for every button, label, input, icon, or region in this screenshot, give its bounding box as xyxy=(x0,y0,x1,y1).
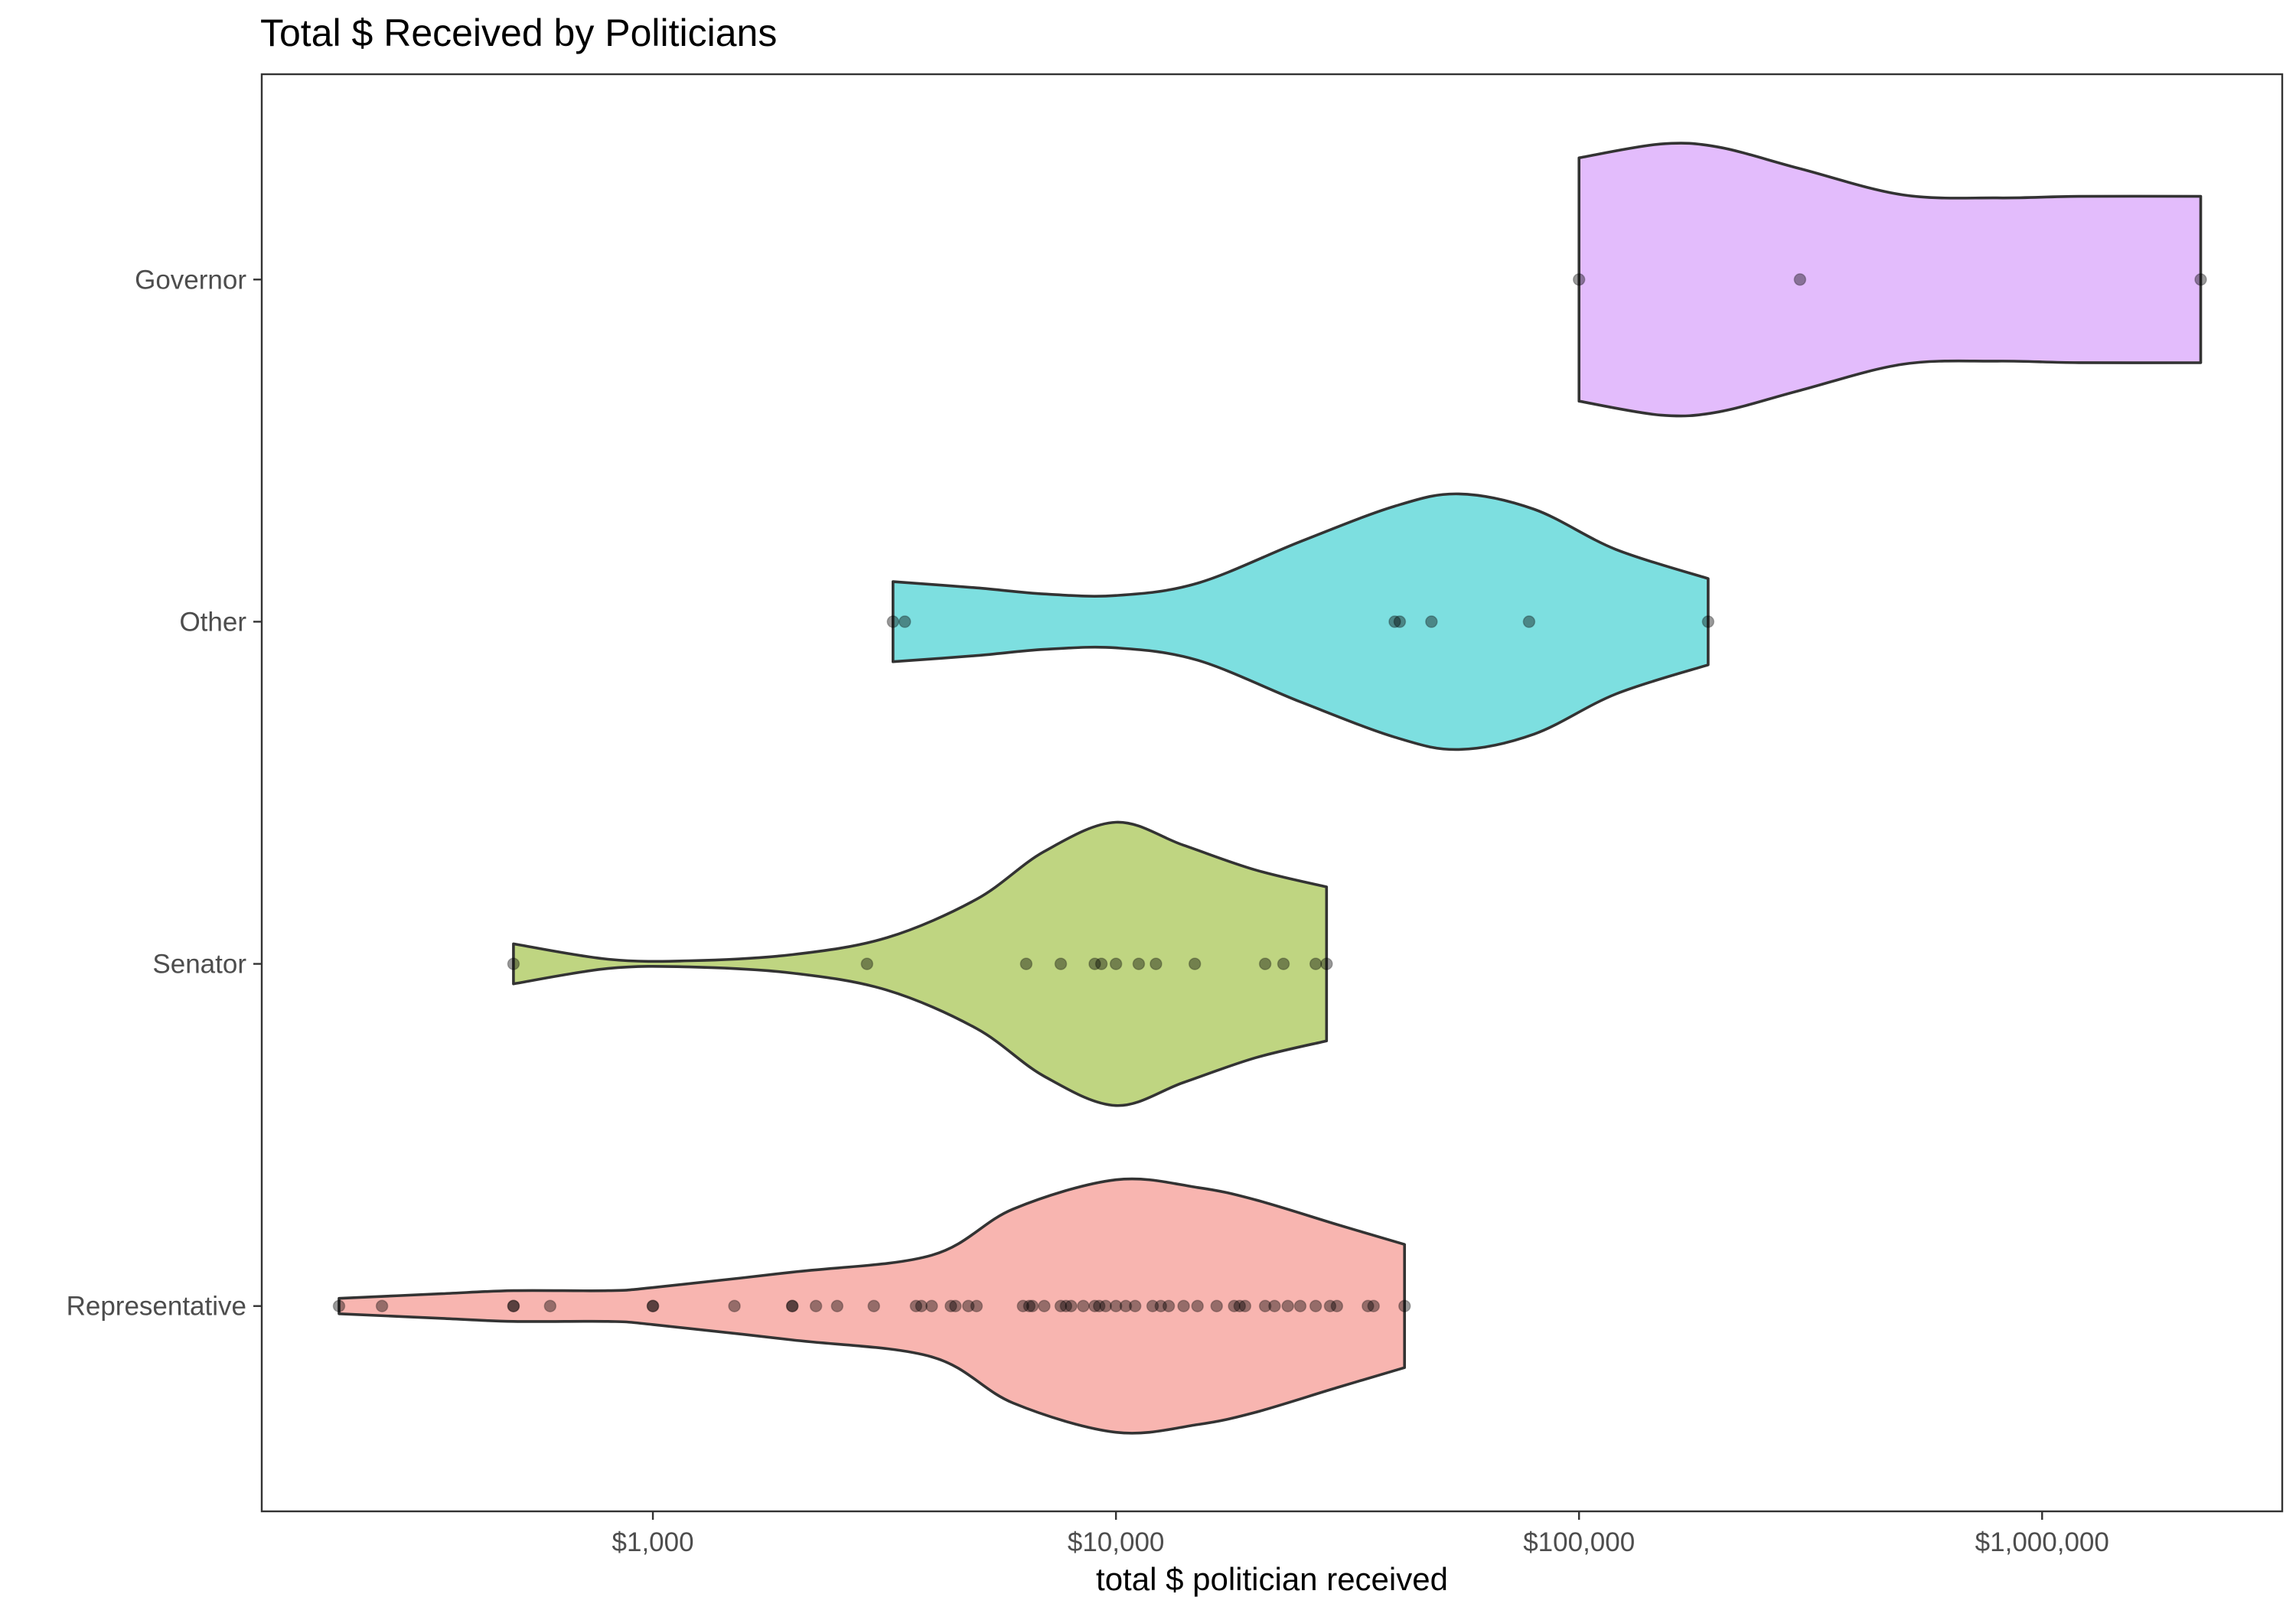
point-representative-11 xyxy=(830,1299,844,1312)
point-senator-9 xyxy=(1188,957,1202,970)
point-representative-50 xyxy=(1362,1299,1375,1312)
x-tick-label-2: $100,000 xyxy=(1523,1527,1635,1557)
point-senator-3 xyxy=(1054,957,1068,970)
x-tick-label-3: $1,000,000 xyxy=(1975,1527,2109,1557)
point-representative-35 xyxy=(1154,1299,1168,1312)
x-axis: $1,000 $10,000 $100,000 $1,000,000 xyxy=(612,1511,2109,1557)
point-senator-1 xyxy=(860,957,874,970)
point-representative-14 xyxy=(915,1299,928,1312)
point-other-4 xyxy=(1425,615,1438,628)
point-representative-27 xyxy=(1077,1299,1090,1312)
point-representative-46 xyxy=(1293,1299,1307,1312)
panel-border xyxy=(260,73,2284,1513)
point-representative-15 xyxy=(925,1299,938,1312)
point-senator-11 xyxy=(1277,957,1290,970)
violin-representative xyxy=(338,1177,1406,1435)
point-representative-24 xyxy=(1054,1299,1068,1312)
violin-governor xyxy=(1577,142,2203,418)
point-representative-0 xyxy=(332,1299,346,1312)
point-representative-32 xyxy=(1119,1299,1133,1312)
point-senator-4 xyxy=(1088,957,1101,970)
x-tick-label-1: $10,000 xyxy=(1068,1527,1165,1557)
point-representative-33 xyxy=(1128,1299,1142,1312)
point-governor-0 xyxy=(1572,273,1586,286)
point-other-0 xyxy=(886,615,900,628)
point-senator-7 xyxy=(1132,957,1146,970)
x-axis-title: total $ politician received xyxy=(1096,1561,1448,1597)
point-other-6 xyxy=(1701,615,1715,628)
point-representative-12 xyxy=(867,1299,881,1312)
point-other-3 xyxy=(1393,615,1407,628)
point-representative-22 xyxy=(1026,1299,1039,1312)
point-representative-18 xyxy=(962,1299,975,1312)
point-other-2 xyxy=(1388,615,1401,628)
y-tick-label-other: Other xyxy=(179,607,246,637)
chart-title: Total $ Received by Politicians xyxy=(260,11,777,54)
point-representative-28 xyxy=(1088,1299,1101,1312)
point-representative-41 xyxy=(1233,1299,1247,1312)
point-representative-52 xyxy=(1397,1299,1411,1312)
point-representative-47 xyxy=(1309,1299,1322,1312)
point-representative-1 xyxy=(375,1299,389,1312)
point-representative-42 xyxy=(1238,1299,1252,1312)
point-representative-25 xyxy=(1059,1299,1073,1312)
point-representative-6 xyxy=(646,1299,660,1312)
point-representative-3 xyxy=(507,1299,520,1312)
point-senator-5 xyxy=(1094,957,1108,970)
violins-layer xyxy=(338,142,2203,1435)
point-representative-7 xyxy=(728,1299,741,1312)
point-governor-2 xyxy=(2194,273,2207,286)
y-tick-label-senator: Senator xyxy=(152,950,246,980)
point-representative-38 xyxy=(1191,1299,1204,1312)
point-representative-23 xyxy=(1038,1299,1051,1312)
point-representative-5 xyxy=(646,1299,660,1312)
point-representative-17 xyxy=(949,1299,962,1312)
point-representative-29 xyxy=(1092,1299,1106,1312)
point-representative-43 xyxy=(1258,1299,1272,1312)
point-representative-16 xyxy=(944,1299,957,1312)
point-senator-12 xyxy=(1309,957,1322,970)
point-governor-1 xyxy=(1793,273,1807,286)
point-representative-48 xyxy=(1323,1299,1337,1312)
point-representative-39 xyxy=(1210,1299,1223,1312)
x-tick-label-0: $1,000 xyxy=(612,1527,694,1557)
point-senator-0 xyxy=(507,957,520,970)
point-representative-44 xyxy=(1268,1299,1281,1312)
point-other-1 xyxy=(899,615,912,628)
point-representative-51 xyxy=(1367,1299,1380,1312)
point-representative-21 xyxy=(1022,1299,1036,1312)
point-representative-49 xyxy=(1330,1299,1344,1312)
point-senator-6 xyxy=(1109,957,1123,970)
point-representative-37 xyxy=(1177,1299,1190,1312)
point-representative-8 xyxy=(785,1299,799,1312)
violin-other xyxy=(892,492,1710,751)
y-tick-label-governor: Governor xyxy=(135,265,246,295)
points-layer xyxy=(332,273,2207,1312)
y-axis: Representative Senator Other Governor xyxy=(67,265,262,1322)
point-representative-13 xyxy=(909,1299,923,1312)
point-senator-13 xyxy=(1320,957,1333,970)
y-tick-label-representative: Representative xyxy=(67,1292,246,1322)
point-representative-20 xyxy=(1016,1299,1029,1312)
point-representative-45 xyxy=(1281,1299,1294,1312)
point-representative-2 xyxy=(507,1299,520,1312)
point-representative-4 xyxy=(543,1299,557,1312)
point-senator-8 xyxy=(1150,957,1163,970)
point-other-5 xyxy=(1522,615,1536,628)
point-representative-9 xyxy=(785,1299,799,1312)
point-representative-40 xyxy=(1228,1299,1241,1312)
point-representative-10 xyxy=(809,1299,823,1312)
point-representative-19 xyxy=(970,1299,983,1312)
point-representative-34 xyxy=(1146,1299,1159,1312)
point-senator-2 xyxy=(1019,957,1033,970)
point-senator-10 xyxy=(1258,957,1272,970)
violin-senator xyxy=(512,820,1329,1107)
point-representative-26 xyxy=(1065,1299,1078,1312)
point-representative-36 xyxy=(1162,1299,1176,1312)
point-representative-31 xyxy=(1109,1299,1123,1312)
point-representative-30 xyxy=(1099,1299,1112,1312)
